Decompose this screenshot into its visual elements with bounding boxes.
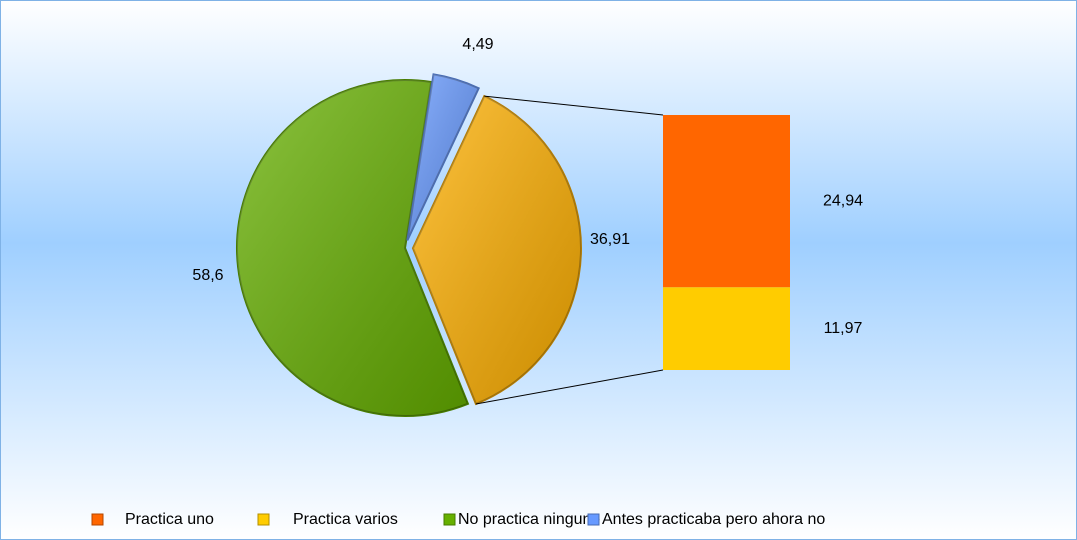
legend-swatch <box>257 513 270 526</box>
slice-shade <box>236 79 468 416</box>
data-label: 11,97 <box>824 320 863 337</box>
legend-swatch <box>443 513 456 526</box>
connector-line <box>484 95 664 116</box>
legend-label: No practica ninguno <box>458 511 600 528</box>
data-label: 4,49 <box>462 36 493 53</box>
legend-swatch <box>91 513 104 526</box>
legend-label: Practica varios <box>293 511 398 528</box>
legend-label: Antes practicaba pero ahora no <box>602 511 825 528</box>
legend-swatch <box>587 513 600 526</box>
bar-segment <box>663 115 790 288</box>
data-label: 58,6 <box>192 267 223 284</box>
data-label: 36,91 <box>590 231 630 248</box>
bar-segment <box>663 287 790 370</box>
connector-line <box>475 369 664 405</box>
slice-shade <box>407 74 479 241</box>
legend-label: Practica uno <box>125 511 214 528</box>
slice-shade <box>412 96 581 404</box>
data-label: 24,94 <box>823 192 863 209</box>
